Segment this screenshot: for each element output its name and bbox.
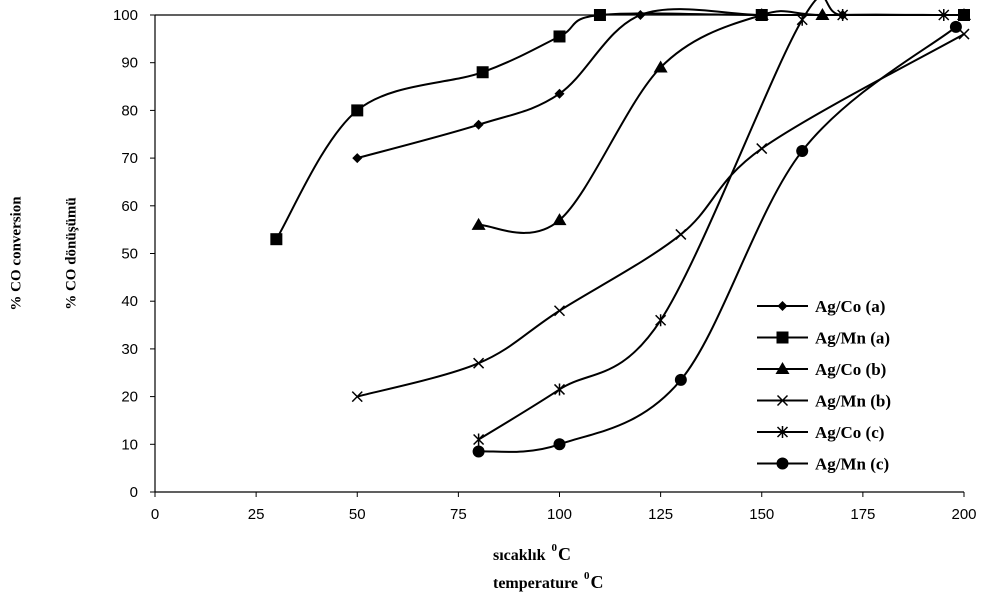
data-point bbox=[635, 10, 646, 20]
data-point bbox=[351, 391, 363, 403]
legend-label: Ag/Mn (a) bbox=[815, 329, 890, 348]
degree-sup: 0 bbox=[584, 570, 590, 582]
x-tick-label: 100 bbox=[547, 506, 572, 523]
x-axis-label-text: sıcaklık bbox=[493, 547, 546, 564]
data-point bbox=[958, 28, 970, 40]
legend-marker bbox=[776, 394, 789, 407]
y-axis-label-turkish: % CO dönüşümü bbox=[63, 197, 80, 310]
y-tick-label: 70 bbox=[121, 150, 138, 167]
series-line bbox=[478, 26, 957, 453]
data-point bbox=[593, 9, 606, 21]
x-tick-label: 75 bbox=[450, 506, 467, 523]
x-axis-label-english: temperature 0C bbox=[493, 570, 604, 593]
legend-marker bbox=[776, 426, 789, 438]
data-point bbox=[471, 217, 486, 230]
x-axis-label-text: temperature bbox=[493, 575, 578, 592]
x-axis-label-turkish: sıcaklık 0C bbox=[493, 542, 571, 565]
data-point bbox=[351, 104, 364, 117]
data-point bbox=[473, 119, 484, 130]
data-point bbox=[473, 433, 485, 446]
data-point bbox=[756, 143, 768, 155]
y-axis-label-english: % CO conversion bbox=[8, 196, 25, 311]
data-point bbox=[653, 60, 668, 73]
series-x bbox=[351, 28, 970, 403]
legend-marker bbox=[776, 457, 789, 470]
legend-entry: Ag/Co (c) bbox=[757, 423, 884, 442]
y-tick-label: 10 bbox=[121, 436, 138, 453]
legend-marker bbox=[776, 331, 789, 344]
data-point bbox=[938, 9, 950, 21]
data-point bbox=[473, 357, 485, 369]
data-point bbox=[553, 305, 566, 317]
x-tick-label: 175 bbox=[850, 506, 875, 523]
data-point bbox=[553, 383, 566, 396]
y-tick-label: 50 bbox=[121, 246, 138, 263]
data-point bbox=[796, 144, 809, 157]
data-point bbox=[837, 9, 849, 21]
data-point bbox=[476, 66, 489, 79]
data-point bbox=[554, 88, 565, 99]
degree-sup: 0 bbox=[551, 542, 557, 554]
x-tick-label: 0 bbox=[151, 506, 159, 523]
y-tick-label: 30 bbox=[121, 341, 138, 358]
data-point bbox=[553, 438, 566, 451]
legend-label: Ag/Co (b) bbox=[815, 360, 886, 379]
y-tick-label: 90 bbox=[121, 55, 138, 72]
series-line bbox=[356, 33, 965, 398]
y-tick-label: 40 bbox=[121, 293, 138, 310]
y-tick-label: 20 bbox=[121, 389, 138, 406]
data-point bbox=[754, 8, 769, 20]
y-tick-label: 0 bbox=[130, 484, 138, 501]
legend-marker bbox=[777, 301, 788, 311]
data-point bbox=[655, 314, 667, 327]
legend: Ag/Co (a) Ag/Mn (a) Ag/Co (b) Ag/Mn (b) Ag/C… bbox=[757, 297, 891, 474]
data-point bbox=[270, 233, 283, 246]
axes: 0 25 50 75 100 125 150 175 200 0 10 20 30 40 50 60 70 80 9… bbox=[113, 7, 977, 523]
data-point bbox=[796, 13, 808, 26]
x-tick-label: 200 bbox=[951, 506, 976, 523]
legend-entry: Ag/Mn (b) bbox=[757, 392, 891, 411]
series-layer bbox=[270, 0, 971, 458]
legend-entry: Ag/Co (a) bbox=[757, 297, 885, 316]
x-tick-label: 50 bbox=[349, 506, 366, 523]
data-point bbox=[949, 20, 962, 33]
data-point bbox=[352, 153, 363, 164]
legend-label: Ag/Mn (c) bbox=[815, 455, 889, 474]
data-point bbox=[957, 8, 971, 20]
unit-c: C bbox=[557, 544, 571, 564]
x-tick-label: 150 bbox=[749, 506, 774, 523]
y-tick-label: 80 bbox=[121, 102, 138, 119]
legend-label: Ag/Co (a) bbox=[815, 297, 885, 316]
unit-c: C bbox=[590, 572, 604, 592]
series-circle bbox=[472, 20, 962, 458]
x-tick-label: 25 bbox=[248, 506, 265, 523]
legend-entry: Ag/Mn (c) bbox=[757, 455, 889, 474]
series-star bbox=[473, 0, 950, 446]
data-point bbox=[553, 30, 566, 43]
data-point bbox=[674, 373, 687, 386]
data-point bbox=[472, 445, 485, 458]
legend-label: Ag/Co (c) bbox=[815, 423, 884, 442]
legend-entry: Ag/Co (b) bbox=[757, 360, 886, 379]
y-tick-label: 100 bbox=[113, 7, 138, 24]
data-point bbox=[815, 8, 830, 20]
data-point bbox=[552, 213, 567, 226]
x-tick-label: 125 bbox=[648, 506, 673, 523]
legend-entry: Ag/Mn (a) bbox=[757, 329, 890, 348]
legend-label: Ag/Mn (b) bbox=[815, 392, 891, 411]
y-tick-label: 60 bbox=[121, 198, 138, 215]
series-diamond bbox=[352, 8, 969, 164]
data-point bbox=[675, 228, 687, 240]
legend-marker bbox=[775, 362, 790, 374]
